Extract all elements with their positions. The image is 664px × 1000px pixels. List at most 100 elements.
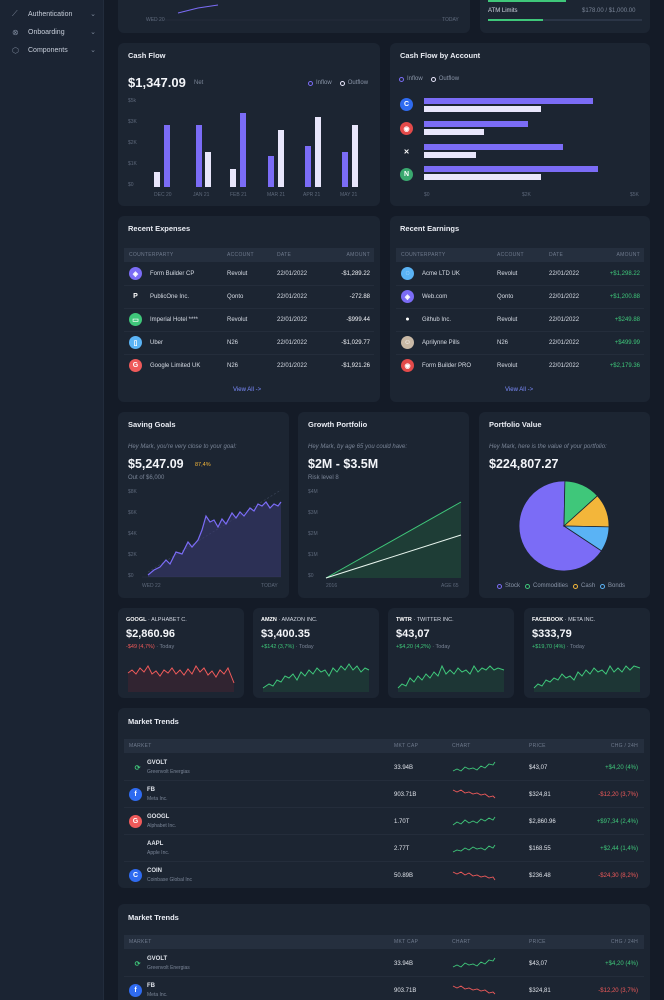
recent-expenses-card: Recent Expenses COUNTERPARTY ACCOUNT DAT… xyxy=(118,216,380,402)
table-row[interactable]: C COIN Coinbase Global Inc 50.89B $236.4… xyxy=(124,862,644,888)
portfolio-pie-chart xyxy=(518,480,610,572)
card-title: Saving Goals xyxy=(128,420,176,429)
message: Hey Mark, here is the value of your port… xyxy=(489,444,607,450)
table-row[interactable]: AAPL Apple Inc. 2.77T $168.55 +$2,44 (1,… xyxy=(124,835,644,862)
market-trends-card: Market Trends MARKET MKT CAP CHART PRICE… xyxy=(118,708,650,888)
sidebar-item-components[interactable]: ⬡ Components ⌄ xyxy=(12,43,96,57)
pie-slice-bonds xyxy=(562,525,610,552)
table-row[interactable]: f FB Meta Inc. 903.71B $324,81 -$12,20 (… xyxy=(124,977,644,1000)
stock-card-googl[interactable]: GOOGL · ALPHABET C. $2,860.96 -$49 (4,7%… xyxy=(118,608,244,698)
portfolio-amount: $224,807.27 xyxy=(489,457,559,471)
x-tick: JAN 21 xyxy=(193,192,210,198)
card-title: Cash Flow by Account xyxy=(400,51,481,60)
coinbase-icon: C xyxy=(400,98,413,111)
stock-change: +$142 (3,7%) · Today xyxy=(261,644,314,650)
y-tick: $3K xyxy=(128,119,137,125)
stock-symbol: AMZN · AMAZON INC. xyxy=(261,617,318,623)
uber-icon: ▯ xyxy=(129,336,142,349)
publicone-icon: P xyxy=(133,293,138,300)
message: Hey Mark, you're very close to your goal… xyxy=(128,444,237,450)
bar-outflow xyxy=(278,130,284,187)
sidebar-item-authentication[interactable]: ⟋ Authentication ⌄ xyxy=(12,7,96,21)
y-tick: $1K xyxy=(128,161,137,167)
sidebar-item-label: Authentication xyxy=(28,10,73,18)
greenvolt-icon: ⟳ xyxy=(134,764,141,772)
sidebar-item-label: Components xyxy=(28,46,68,54)
table-row[interactable]: ● Github Inc. Revolut 22/01/2022 +$249.8… xyxy=(396,309,644,332)
legend: Inflow Outflow xyxy=(399,76,459,82)
pie-legend: Stock Commodities Cash Bonds xyxy=(497,583,625,589)
table-row[interactable]: G Google Limited UK N26 22/01/2022 -$1,9… xyxy=(124,355,374,378)
stock-price: $2,860.96 xyxy=(126,628,175,640)
atm-limits-card: ATM Limits $178.00 / $1,000.00 xyxy=(480,0,650,33)
percent-badge: 87,4% xyxy=(195,462,211,468)
saving-amount: $5,247.09 xyxy=(128,457,184,471)
recent-earnings-card: Recent Earnings COUNTERPARTY ACCOUNT DAT… xyxy=(390,216,650,402)
x-tick: $0 xyxy=(424,192,430,198)
n26-icon: N xyxy=(400,168,413,181)
bar-inflow xyxy=(240,113,246,187)
saving-goals-card: Saving Goals Hey Mark, you're very close… xyxy=(118,412,289,598)
y-tick: $2K xyxy=(128,140,137,146)
stock-change: +$19,70 (4%) · Today xyxy=(532,644,585,650)
bar-inflow xyxy=(196,125,202,187)
stock-price: $43,07 xyxy=(396,628,430,640)
bar-outflow xyxy=(154,172,160,187)
atm-values: $178.00 / $1,000.00 xyxy=(582,8,636,14)
table-row[interactable]: ▯ Uber N26 22/01/2022 -$1,029.77 xyxy=(124,332,374,355)
table-row[interactable]: G GOOGL Alphabet Inc. 1.70T $2,860.96 +$… xyxy=(124,808,644,835)
bar-outflow xyxy=(230,169,236,187)
cash-flow-account-card: Cash Flow by Account Inflow Outflow C ◉ … xyxy=(390,43,650,206)
x-tick: WED 20 xyxy=(146,17,165,23)
table-header: MARKET MKT CAP CHART PRICE CHG / 24H xyxy=(124,739,644,753)
cube-icon: ⬡ xyxy=(12,45,19,55)
legend-inflow: Inflow xyxy=(399,76,423,82)
stock-card-twtr[interactable]: TWTR · TWITTER INC. $43,07 +$4,20 (4,2%)… xyxy=(388,608,514,698)
sparkline xyxy=(452,761,496,772)
apple-icon xyxy=(129,842,142,855)
stock-card-facebook[interactable]: FACEBOOK · META INC. $333,79 +$19,70 (4%… xyxy=(524,608,650,698)
bar-inflow xyxy=(268,156,274,187)
table-row[interactable]: ⟳ GVOLT Greenvolt Energias 33.94B $43,07… xyxy=(124,754,644,781)
google-icon: G xyxy=(129,359,142,372)
table-row[interactable]: P PublicOne Inc. Qonto 22/01/2022 -272.8… xyxy=(124,286,374,309)
sidebar: ⟋ Authentication ⌄ ⊗ Onboarding ⌄ ⬡ Comp… xyxy=(0,0,104,1000)
table-row[interactable]: ◌ Acme LTD UK Revolut 22/01/2022 +$1,298… xyxy=(396,263,644,286)
legend-cash: Cash xyxy=(573,583,595,589)
table-row[interactable]: ◈ Web.com Qonto 22/01/2022 +$1,200.88 xyxy=(396,286,644,309)
hotel-icon: ▭ xyxy=(129,313,142,326)
table-row[interactable]: ◈ Form Builder CP Revolut 22/01/2022 -$1… xyxy=(124,263,374,286)
saving-line-chart xyxy=(142,489,282,578)
bar-outflow xyxy=(352,125,358,187)
sidebar-item-label: Onboarding xyxy=(28,28,65,36)
progress-bar xyxy=(488,0,566,2)
view-all-link[interactable]: View All -> xyxy=(505,387,534,393)
sparkline xyxy=(452,844,496,853)
stock-card-amzn[interactable]: AMZN · AMAZON INC. $3,400.35 +$142 (3,7%… xyxy=(253,608,379,698)
table-row[interactable]: ⟳ GVOLT Greenvolt Energias 33.94B $43,07… xyxy=(124,950,644,977)
top-chart-card: WED 20 TODAY xyxy=(118,0,470,33)
table-row[interactable]: ◉ Form Builder PRO Revolut 22/01/2022 +$… xyxy=(396,355,644,378)
table-row[interactable]: ▭ Imperial Hotel **** Revolut 22/01/2022… xyxy=(124,309,374,332)
table-row[interactable]: ☺ Aprilynne Pills N26 22/01/2022 +$499.9… xyxy=(396,332,644,355)
github-icon: ● xyxy=(405,316,410,323)
table-row[interactable]: f FB Meta Inc. 903.71B $324,81 -$12,20 (… xyxy=(124,781,644,808)
chevron-down-icon: ⌄ xyxy=(90,11,96,18)
legend-inflow: Inflow xyxy=(308,80,332,86)
facebook-icon: f xyxy=(129,788,142,801)
avatar: ☺ xyxy=(401,336,414,349)
x-tick: FEB 21 xyxy=(230,192,247,198)
stock-change: +$4,20 (4,2%) · Today xyxy=(396,644,451,650)
sparkline xyxy=(397,664,505,692)
x-brand-icon: ✕ xyxy=(403,148,410,156)
acme-icon: ◌ xyxy=(401,267,414,280)
formbuilder-icon: ◉ xyxy=(401,359,414,372)
view-all-link[interactable]: View All -> xyxy=(233,387,262,393)
card-title: Market Trends xyxy=(128,913,179,922)
sidebar-item-onboarding[interactable]: ⊗ Onboarding ⌄ xyxy=(12,25,96,39)
stock-symbol: GOOGL · ALPHABET C. xyxy=(126,617,187,623)
legend-stock: Stock xyxy=(497,583,520,589)
x-tick: TODAY xyxy=(442,17,459,23)
account-bars xyxy=(424,98,598,180)
table-header: COUNTERPARTY ACCOUNT DATE AMOUNT xyxy=(124,248,374,262)
